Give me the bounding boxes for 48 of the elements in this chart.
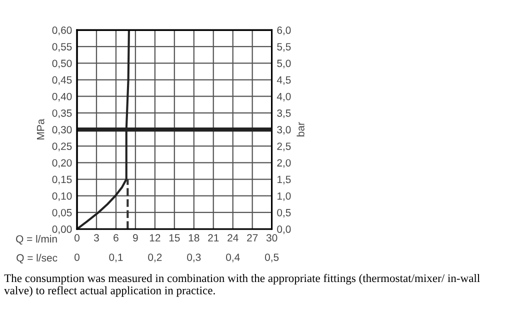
x-tick-label: 27: [247, 234, 258, 242]
y-tick-label: 0,35: [52, 109, 72, 118]
x-axis-title: Q = l/min: [16, 234, 57, 245]
y-tick-label: 0,15: [52, 176, 72, 184]
y2-tick-label: 1,5: [277, 176, 291, 184]
y2-tick-label: 1,0: [277, 192, 291, 201]
y2-tick-label: 5,0: [277, 60, 291, 68]
y2-tick-label: 2,5: [277, 142, 291, 152]
x-tick-label: 3: [94, 234, 99, 242]
x2-axis-title: Q = l/sec: [16, 254, 58, 264]
x-tick-label: 21: [208, 234, 219, 242]
x2-tick-label: 0,3: [187, 254, 201, 262]
x2-tick-label: 0,2: [148, 254, 162, 262]
x2-tick-label: 0,5: [264, 254, 279, 262]
x-tick-label: 0: [74, 234, 80, 242]
y-tick-label: 0,05: [52, 208, 72, 218]
y-tick-label: 0,50: [52, 60, 72, 68]
y2-tick-label: 6,0: [277, 26, 291, 36]
y-tick-label: 0,40: [52, 92, 72, 102]
x2-tick-label: 0: [74, 254, 80, 261]
x-tick-label: 24: [228, 234, 238, 242]
y2-axis-title: bar: [296, 122, 304, 136]
y-tick-label: 0,00: [52, 226, 72, 234]
y2-tick-label: 2,0: [277, 159, 291, 168]
x2-tick-label: 0,4: [226, 254, 240, 262]
x-tick-label: 18: [188, 234, 200, 242]
x-tick-label: 30: [266, 234, 278, 242]
y2-tick-label: 0,0: [277, 226, 291, 234]
x-tick-label: 12: [150, 234, 160, 242]
y2-tick-label: 0,5: [277, 208, 291, 218]
x2-tick-label: 0,1: [109, 254, 123, 262]
y-tick-label: 0,20: [52, 159, 72, 168]
y-tick-label: 0,55: [52, 43, 72, 52]
y-tick-label: 0,10: [52, 192, 72, 201]
x-tick-label: 6: [114, 234, 118, 242]
text: The consumption was measured in combination with the appropriate fittings (thermostat/mixer/ in-wall valve) to reflect actual application in practice.: [4, 274, 480, 297]
y2-tick-label: 4,5: [276, 76, 291, 85]
y-axis-title: MPa: [36, 118, 44, 140]
y2-tick-label: 3,0: [277, 126, 291, 135]
y2-tick-label: 5,5: [277, 43, 291, 52]
x-tick-label: 9: [133, 234, 138, 242]
y2-tick-label: 4,0: [276, 92, 291, 102]
y2-tick-label: 3,5: [277, 109, 291, 118]
y-tick-label: 0,25: [52, 142, 72, 152]
y-tick-label: 0,60: [52, 26, 72, 36]
x-tick-label: 15: [169, 234, 180, 242]
y-tick-label: 0,30: [52, 126, 72, 135]
y-tick-label: 0,45: [52, 76, 72, 85]
